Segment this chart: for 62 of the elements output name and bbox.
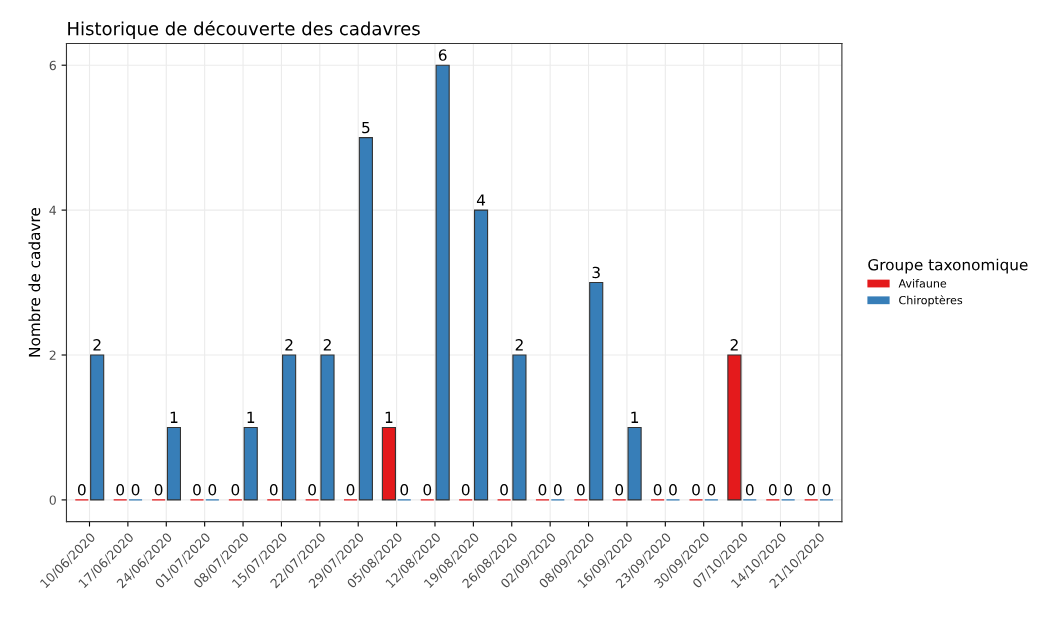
data-label: 0 xyxy=(669,484,677,496)
data-label: 1 xyxy=(631,411,639,423)
data-label: 0 xyxy=(77,484,86,496)
data-label: 1 xyxy=(385,411,393,423)
bar xyxy=(320,354,335,501)
bar xyxy=(473,209,489,501)
data-label: 0 xyxy=(768,484,777,496)
bar xyxy=(282,354,297,501)
data-label: 0 xyxy=(807,484,816,496)
legend-label: Avifaune xyxy=(898,278,947,288)
data-label: 0 xyxy=(707,484,716,496)
data-label: 0 xyxy=(423,484,432,496)
bar xyxy=(166,426,182,501)
legend-label: Chiroptères xyxy=(899,295,963,307)
bar xyxy=(90,354,105,501)
y-tick-label: 0 xyxy=(49,495,56,505)
bar xyxy=(435,64,450,501)
data-label: 0 xyxy=(346,484,355,496)
data-label: 0 xyxy=(500,484,508,496)
data-label: 0 xyxy=(653,484,662,496)
data-label: 4 xyxy=(476,194,486,206)
data-label: 5 xyxy=(362,121,370,134)
data-label: 0 xyxy=(822,484,831,496)
data-label: 2 xyxy=(515,339,523,351)
bar xyxy=(512,354,527,501)
y-tick-label: 6 xyxy=(49,60,56,71)
data-label: 0 xyxy=(692,484,700,496)
data-label: 0 xyxy=(116,484,125,496)
data-label: 3 xyxy=(592,266,600,279)
data-label: 2 xyxy=(323,339,331,351)
data-label: 0 xyxy=(208,484,217,496)
data-label: 2 xyxy=(285,339,293,351)
data-label: 0 xyxy=(193,484,201,496)
data-label: 0 xyxy=(745,484,754,496)
legend-title: Groupe taxonomique xyxy=(868,258,1028,274)
data-label: 0 xyxy=(308,484,316,496)
data-label: 0 xyxy=(231,484,240,496)
data-label: 1 xyxy=(247,411,255,423)
data-label: 1 xyxy=(170,411,178,423)
bar xyxy=(358,137,373,501)
bar xyxy=(589,282,604,501)
y-tick-label: 4 xyxy=(49,205,57,215)
data-label: 0 xyxy=(553,484,562,496)
data-label: 0 xyxy=(461,484,470,496)
chart-title: Historique de découverte des cadavres xyxy=(68,20,420,39)
data-label: 0 xyxy=(131,484,140,496)
data-label: 6 xyxy=(438,49,447,61)
bar xyxy=(381,426,396,501)
bar xyxy=(727,354,742,501)
data-label: 0 xyxy=(400,484,409,496)
data-label: 0 xyxy=(154,484,163,496)
data-label: 0 xyxy=(577,484,585,496)
y-axis-title: Nombre de cadavre xyxy=(28,208,41,357)
bar xyxy=(243,426,258,501)
data-label: 0 xyxy=(538,484,547,496)
data-label: 2 xyxy=(730,339,738,351)
data-label: 0 xyxy=(269,484,278,496)
data-label: 2 xyxy=(93,339,101,351)
y-tick-label: 2 xyxy=(49,350,56,360)
data-label: 0 xyxy=(784,484,792,496)
data-label: 0 xyxy=(615,484,624,496)
bar xyxy=(627,426,642,501)
